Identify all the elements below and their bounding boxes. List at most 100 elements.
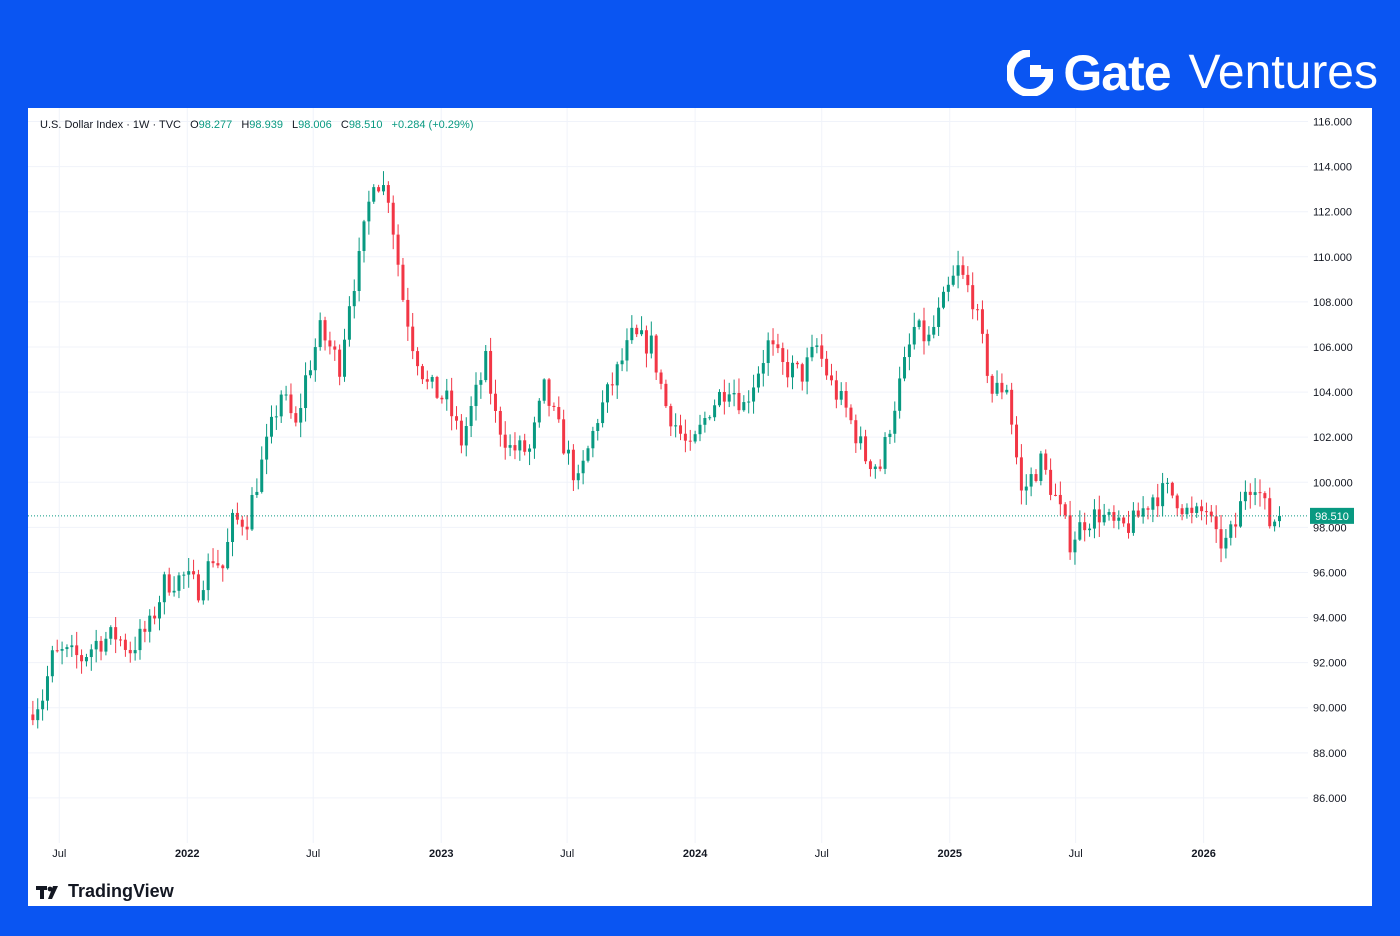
candle-body: [498, 410, 502, 435]
candle-body: [717, 391, 721, 406]
candle-body: [800, 364, 804, 382]
last-price-label: 98.510: [1315, 511, 1349, 523]
candle-body: [1083, 522, 1087, 531]
y-tick-label: 110.000: [1313, 252, 1352, 264]
candle-body: [55, 650, 59, 652]
x-tick-label: 2026: [1191, 848, 1215, 860]
candle-body: [265, 436, 269, 460]
candle-body: [65, 647, 69, 650]
y-tick-label: 108.000: [1313, 297, 1353, 309]
candle-body: [542, 379, 546, 401]
candle-body: [138, 628, 142, 651]
y-tick-label: 106.000: [1313, 342, 1353, 354]
candle-body: [1117, 517, 1121, 521]
brand-name: Gate: [1063, 45, 1171, 101]
candle-body: [474, 384, 478, 407]
candle-body: [240, 519, 244, 527]
candle-body: [119, 639, 123, 641]
candle-body: [893, 410, 897, 434]
candle-body: [1010, 389, 1014, 425]
candle-body: [829, 375, 833, 381]
candle-body: [781, 348, 785, 363]
candle-body: [1136, 510, 1140, 517]
candle-body: [1005, 389, 1009, 393]
candle-body: [1165, 482, 1169, 484]
candle-body: [610, 384, 614, 386]
x-tick-label: 2022: [175, 848, 199, 860]
candle-body: [883, 436, 887, 469]
y-tick-label: 100.000: [1313, 477, 1353, 489]
legend-change: +0.284 (+0.29%): [391, 119, 474, 131]
candle-body: [226, 541, 230, 569]
candle-body: [737, 392, 741, 411]
candle-body: [1015, 424, 1019, 458]
candle-body: [352, 291, 356, 307]
candle-body: [45, 676, 49, 701]
candle-body: [172, 590, 176, 593]
candle-body: [1170, 482, 1174, 496]
candle-body: [815, 345, 819, 347]
candle-body: [912, 326, 916, 345]
candle-body: [756, 373, 760, 388]
brand-sub: Ventures: [1188, 46, 1378, 99]
candle-body: [304, 375, 308, 409]
candle-body: [308, 370, 312, 376]
candle-body: [659, 372, 663, 384]
candle-body: [114, 627, 118, 640]
candle-body: [752, 387, 756, 402]
candle-body: [825, 358, 829, 376]
candle-body: [128, 649, 132, 654]
candle-body: [552, 405, 556, 408]
candle-body: [508, 445, 512, 448]
candle-body: [260, 459, 264, 492]
candle-body: [834, 380, 838, 400]
candle-body: [537, 400, 541, 423]
candle-body: [289, 394, 293, 414]
candle-body: [649, 335, 653, 354]
candle-body: [873, 466, 877, 470]
gate-logo-icon: [1007, 50, 1054, 96]
candle-body: [479, 380, 483, 385]
candle-body: [1078, 522, 1082, 540]
candle-body: [1029, 474, 1033, 487]
candle-body: [995, 382, 999, 394]
candle-body: [182, 574, 186, 576]
candle-body: [1214, 516, 1218, 530]
candle-body: [187, 571, 191, 575]
candle-body: [601, 402, 605, 424]
candle-body: [1190, 507, 1194, 513]
candle-body: [143, 628, 147, 632]
candle-body: [1019, 457, 1023, 491]
candle-body: [493, 393, 497, 411]
candle-body: [976, 309, 980, 311]
candle-body: [941, 291, 945, 308]
candle-body: [1000, 382, 1004, 393]
candle-body: [50, 650, 54, 677]
tradingview-logo[interactable]: TradingView: [36, 881, 174, 902]
candle-body: [591, 430, 595, 449]
candle-body: [36, 709, 40, 721]
legend-low: 98.006: [298, 119, 332, 131]
candle-body: [596, 423, 600, 431]
candle-body: [985, 333, 989, 376]
candle-body: [80, 655, 84, 662]
candle-body: [274, 416, 278, 418]
candle-body: [805, 357, 809, 382]
candle-body: [455, 416, 459, 421]
candle-body: [713, 405, 717, 418]
y-tick-label: 86.000: [1313, 793, 1347, 805]
candle-body: [211, 561, 215, 564]
candle-body: [732, 392, 736, 395]
candle-body: [528, 448, 532, 452]
candle-body: [917, 320, 921, 327]
candle-body: [347, 306, 351, 340]
candle-body: [328, 340, 332, 347]
candle-body: [1034, 474, 1038, 481]
candle-body: [1263, 493, 1267, 499]
candle-body: [1219, 529, 1223, 549]
candle-body: [669, 406, 673, 427]
legend-close-label: C: [340, 119, 349, 131]
candle-body: [1273, 521, 1277, 527]
candle-body: [216, 563, 220, 566]
candle-body: [255, 491, 259, 495]
